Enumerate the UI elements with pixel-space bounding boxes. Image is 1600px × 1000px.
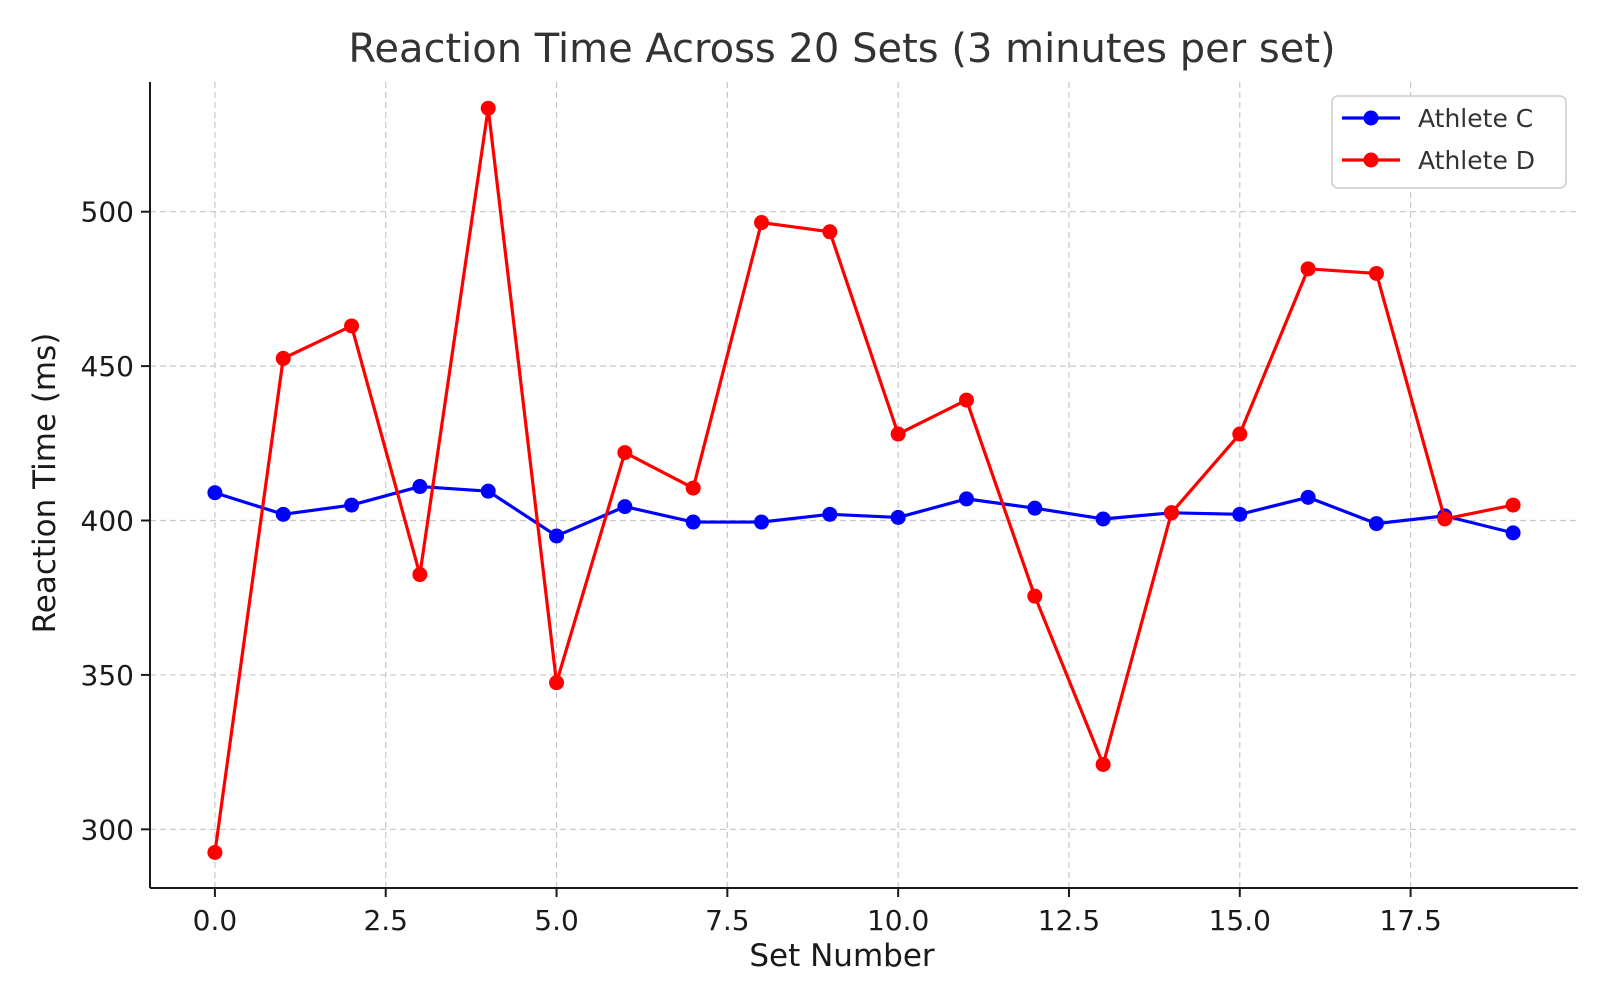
data-point-athlete-d — [890, 426, 906, 442]
data-point-athlete-d — [1232, 426, 1248, 442]
x-tick-label: 12.5 — [1038, 904, 1100, 937]
data-point-athlete-d — [1505, 497, 1521, 513]
series-layer — [207, 100, 1521, 860]
legend-label-athlete-c: Athlete C — [1418, 104, 1533, 133]
data-point-athlete-d — [1368, 265, 1384, 281]
grid — [150, 82, 1578, 888]
chart-title: Reaction Time Across 20 Sets (3 minutes … — [348, 26, 1335, 72]
data-point-athlete-d — [754, 215, 770, 231]
data-point-athlete-c — [412, 479, 428, 495]
data-point-athlete-d — [1437, 511, 1453, 527]
legend-label-athlete-d: Athlete D — [1418, 146, 1535, 175]
x-tick-label: 5.0 — [534, 904, 579, 937]
data-point-athlete-c — [1232, 506, 1248, 522]
data-point-athlete-c — [1505, 525, 1521, 541]
data-point-athlete-d — [344, 318, 360, 334]
data-point-athlete-c — [207, 485, 223, 501]
data-point-athlete-c — [754, 514, 770, 530]
y-tick-label: 450 — [81, 350, 134, 383]
data-point-athlete-d — [617, 445, 633, 461]
y-tick-label: 300 — [81, 813, 134, 846]
data-point-athlete-d — [412, 567, 428, 583]
x-tick-label: 7.5 — [705, 904, 750, 937]
data-point-athlete-d — [480, 100, 496, 116]
legend-marker-athlete-d — [1363, 152, 1379, 168]
data-point-athlete-c — [344, 497, 360, 513]
data-point-athlete-c — [890, 509, 906, 525]
data-point-athlete-d — [549, 675, 565, 691]
data-point-athlete-d — [1027, 588, 1043, 604]
data-point-athlete-c — [275, 506, 291, 522]
x-tick-label: 10.0 — [867, 904, 929, 937]
y-tick-label: 400 — [81, 505, 134, 538]
axes — [149, 82, 1578, 889]
x-tick-label: 15.0 — [1209, 904, 1271, 937]
series-line-athlete-d — [213, 106, 1514, 853]
y-axis-label: Reaction Time (ms) — [27, 333, 63, 634]
data-point-athlete-c — [480, 483, 496, 499]
data-point-athlete-c — [1368, 516, 1384, 532]
x-tick-label: 17.5 — [1379, 904, 1441, 937]
data-point-athlete-c — [617, 499, 633, 515]
data-point-athlete-d — [822, 224, 838, 240]
data-point-athlete-c — [1300, 489, 1316, 505]
data-point-athlete-c — [549, 528, 565, 544]
data-point-athlete-d — [685, 480, 701, 496]
y-tick-label: 500 — [81, 196, 134, 229]
data-point-athlete-c — [1095, 511, 1111, 527]
ticks: 0.0 2.5 5.0 7.5 10.0 12.5 15.0 17.5 300 350 400 450… — [81, 196, 1442, 937]
legend: Athlete C Athlete D — [1331, 95, 1567, 189]
x-tick-label: 0.0 — [193, 904, 238, 937]
data-point-athlete-d — [1300, 261, 1316, 277]
data-point-athlete-d — [958, 392, 974, 408]
data-point-athlete-d — [207, 844, 223, 860]
data-point-athlete-c — [822, 506, 838, 522]
data-point-athlete-d — [275, 350, 291, 366]
data-point-athlete-d — [1163, 505, 1179, 521]
data-point-athlete-d — [1095, 756, 1111, 772]
data-point-athlete-c — [685, 514, 701, 530]
data-point-athlete-c — [958, 491, 974, 507]
y-tick-label: 350 — [81, 659, 134, 692]
x-axis-label: Set Number — [749, 938, 935, 974]
data-point-athlete-c — [1027, 500, 1043, 516]
legend-marker-athlete-c — [1363, 110, 1379, 126]
series-line-athlete-c — [214, 484, 1514, 538]
x-tick-label: 2.5 — [363, 904, 408, 937]
